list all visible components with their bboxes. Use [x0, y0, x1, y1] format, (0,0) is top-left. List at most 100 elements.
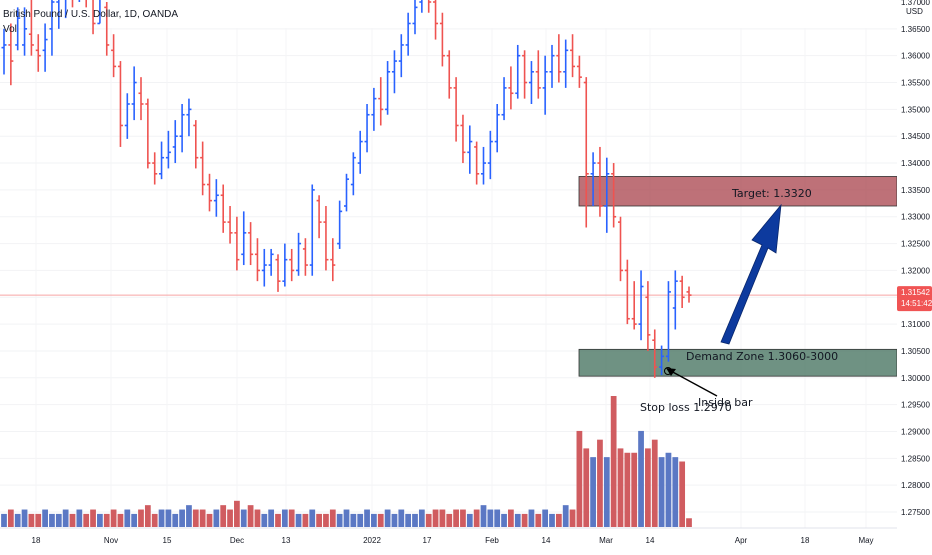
volume-bar: [453, 509, 459, 527]
ohlc-bar: [556, 34, 562, 83]
volume-bar: [76, 509, 83, 527]
volume-bar: [124, 509, 131, 527]
time-axis[interactable]: 18 Nov 15 Dec 13 2022 17 Feb 14 Mar 14 Apr 18 May: [0, 527, 897, 545]
volume-bar: [480, 505, 487, 527]
ohlc-bar: [159, 141, 165, 180]
price-tick-label: 1.31000: [901, 320, 930, 329]
volume-bar: [418, 509, 425, 527]
volume-bar: [672, 457, 679, 527]
target-label: Target: 1.3320: [731, 187, 812, 200]
ohlc-bar: [296, 232, 302, 276]
volume-bar: [151, 513, 158, 527]
volume-bar: [55, 513, 62, 527]
ohlc-bar: [481, 146, 486, 185]
ohlc-bar: [665, 281, 671, 362]
last-price-value: 1.31542: [901, 288, 930, 297]
ohlc-bar: [97, 0, 101, 25]
price-tick-label: 1.37000: [901, 0, 930, 7]
volume-bar: [521, 513, 528, 527]
price-tick-label: 1.35000: [901, 105, 930, 114]
time-tick-label: 14: [542, 536, 551, 545]
target-zone: [578, 176, 898, 207]
volume-bar: [295, 513, 302, 527]
ohlc-bar: [49, 0, 55, 56]
ohlc-bar: [618, 216, 623, 282]
ohlc-bar: [282, 243, 288, 287]
ohlc-bar: [241, 211, 247, 266]
ohlc-bar: [542, 55, 548, 115]
volume-bar: [535, 513, 542, 527]
volume-bar: [165, 509, 172, 527]
ohlc-bar: [138, 77, 144, 121]
annotations-layer: [664, 203, 782, 397]
ohlc-bar: [200, 141, 206, 196]
volume-bar: [1, 513, 7, 527]
ohlc-bar: [302, 238, 308, 276]
volume-bar: [371, 513, 377, 527]
ohlc-bar: [412, 0, 418, 35]
ohlc-bar: [179, 103, 185, 153]
ohlc-bar: [494, 103, 500, 153]
ohlc-bar: [357, 130, 363, 174]
ohlc-bar: [563, 39, 569, 88]
volume-bar: [220, 505, 227, 527]
volume-bar: [21, 509, 28, 527]
price-tick-label: 1.33000: [901, 213, 930, 222]
ohlc-bar: [15, 7, 21, 51]
ohlc-bar: [213, 179, 219, 217]
time-tick-label: 14: [646, 536, 655, 545]
ohlc-bar: [234, 216, 240, 271]
ohlc-bar: [248, 222, 254, 266]
ohlc-bar: [679, 275, 685, 308]
volume-bar: [439, 509, 446, 527]
price-tick-label: 1.33500: [901, 186, 930, 195]
volume-bar: [213, 509, 220, 527]
time-tick-label: 2022: [363, 536, 381, 545]
volume-bar: [542, 509, 549, 527]
ohlc-bar: [261, 248, 267, 287]
ohlc-bar: [111, 34, 117, 78]
ohlc-bar: [686, 286, 692, 303]
inside-bar-label: Inside bar: [698, 396, 753, 409]
ohlc-bar: [487, 130, 493, 180]
ohlc-bar: [659, 345, 665, 376]
volume-bar: [227, 509, 233, 527]
volume-bar: [377, 513, 384, 527]
volume-bar: [405, 513, 412, 527]
ohlc-bar: [22, 7, 28, 56]
volume-bar: [501, 513, 507, 527]
volume-bar: [103, 513, 110, 527]
volume-bar: [665, 452, 672, 527]
volume-bar: [144, 505, 151, 527]
time-tick-label: Apr: [735, 536, 748, 545]
volume-bar: [281, 509, 288, 527]
volume-bar: [323, 513, 329, 527]
target-arrow: [720, 203, 782, 345]
ohlc-bars: [1, 0, 692, 378]
volume-bar: [158, 509, 165, 527]
volume-bar: [316, 513, 322, 527]
ohlc-bar: [207, 173, 212, 212]
ohlc-bar: [515, 44, 521, 99]
volume-bar: [49, 513, 55, 527]
ohlc-bar: [330, 238, 336, 282]
volume-bar: [309, 509, 316, 527]
volume-bar: [131, 513, 138, 527]
volume-bar: [658, 457, 665, 527]
volume-bar: [466, 513, 473, 527]
ohlc-bar: [268, 248, 274, 276]
price-tick-label: 1.28500: [901, 454, 930, 463]
ohlc-bar: [528, 61, 534, 104]
volume-bar: [179, 509, 185, 527]
ohlc-bar: [309, 184, 315, 276]
volume-bar: [364, 509, 370, 527]
ohlc-bar: [152, 152, 158, 185]
ohlc-bar: [419, 0, 423, 13]
volume-bar: [391, 513, 398, 527]
price-axis[interactable]: USD 1.37000 1.36500 1.36000 1.35500 1.35000 1…: [897, 0, 932, 550]
ohlc-bar: [549, 44, 555, 88]
ohlc-bar: [350, 152, 356, 196]
ohlc-bar: [337, 200, 343, 249]
ohlc-bar: [474, 141, 480, 185]
